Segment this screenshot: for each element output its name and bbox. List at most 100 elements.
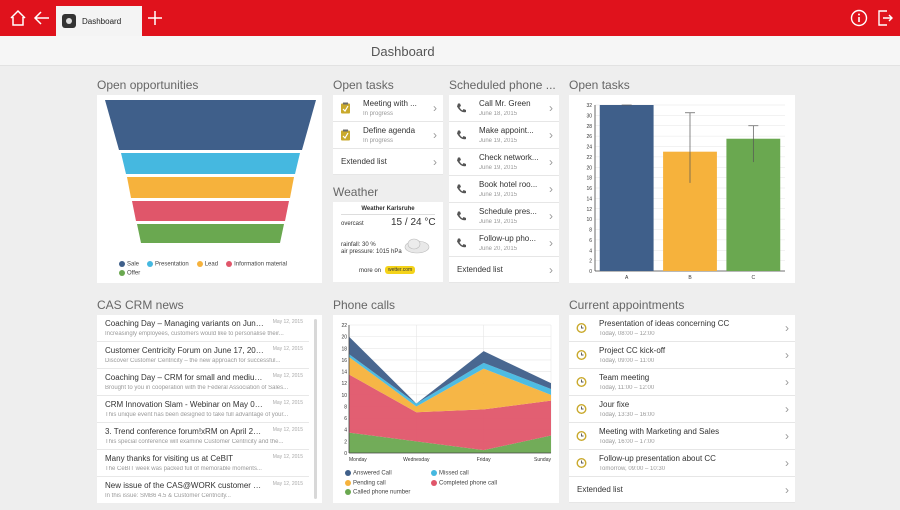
chevron-right-icon: › xyxy=(433,154,437,169)
scheduled-call-item[interactable]: Check network... June 19, 2015 › xyxy=(449,149,559,176)
appointment-title: Team meeting xyxy=(599,373,650,382)
news-scrollbar[interactable] xyxy=(314,319,317,499)
section-phone-calls: Phone calls xyxy=(333,298,396,312)
appointment-time: Today, 11:00 – 12:00 xyxy=(599,385,655,391)
y-tick-label: 30 xyxy=(586,113,592,119)
area-series-pending-call xyxy=(349,357,551,413)
scheduled-call-item[interactable]: Follow-up pho... June 20, 2015 › xyxy=(449,230,559,257)
news-date: May 12, 2015 xyxy=(272,319,303,325)
funnel-chart[interactable] xyxy=(97,95,322,255)
appointment-item[interactable]: Team meeting Today, 11:00 – 12:00 › xyxy=(569,369,795,396)
x-tick-label: A xyxy=(625,275,629,281)
y-tick-label: 16 xyxy=(586,186,592,192)
phone-calls-area-chart[interactable]: 0 2 4 6 8 10 12 14 16 18 20 22 Monday Wednesday Friday… xyxy=(333,315,559,467)
add-tab-icon[interactable] xyxy=(144,0,166,36)
call-title: Follow-up pho... xyxy=(479,234,536,243)
y-tick-label: 10 xyxy=(586,217,592,223)
news-date: May 12, 2015 xyxy=(272,454,303,460)
weather-source-link[interactable]: wetter.com xyxy=(385,266,416,274)
tasks-extended-list[interactable]: Extended list › xyxy=(333,149,443,175)
call-date: June 19, 2015 xyxy=(479,138,518,144)
x-tick-label: Friday xyxy=(477,457,491,463)
news-item[interactable]: 3. Trend conference forum!xRM on April 2… xyxy=(97,423,309,450)
appointments-extended-list[interactable]: Extended list › xyxy=(569,477,795,503)
appointment-item[interactable]: Meeting with Marketing and Sales Today, … xyxy=(569,423,795,450)
y-tick-label: 20 xyxy=(341,335,347,341)
y-tick-label: 32 xyxy=(586,103,592,109)
logout-icon[interactable] xyxy=(874,0,896,36)
appointment-item[interactable]: Project CC kick-off Today, 09:00 – 11:00… xyxy=(569,342,795,369)
legend-item: Answered Call xyxy=(345,470,421,477)
section-opportunities: Open opportunities xyxy=(97,78,199,92)
appointment-item[interactable]: Jour fixe Today, 13:30 – 16:00 › xyxy=(569,396,795,423)
appointment-item[interactable]: Presentation of ideas concerning CC Toda… xyxy=(569,315,795,342)
phone-icon xyxy=(457,238,466,248)
funnel-segment-sale xyxy=(105,100,316,150)
appointment-title: Presentation of ideas concerning CC xyxy=(599,319,730,328)
scheduled-extended-list[interactable]: Extended list › xyxy=(449,257,559,283)
weather-title: Weather Karlsruhe xyxy=(361,206,415,212)
cloud-icon xyxy=(404,238,430,254)
section-appointments: Current appointments xyxy=(569,298,685,312)
y-tick-label: 24 xyxy=(586,145,592,151)
task-status: In progress xyxy=(363,138,394,144)
news-item[interactable]: Coaching Day – Managing variants on June… xyxy=(97,315,309,342)
task-title: Meeting with ... xyxy=(363,99,417,108)
clock-icon xyxy=(576,404,587,414)
scheduled-call-item[interactable]: Schedule pres... June 19, 2015 › xyxy=(449,203,559,230)
task-item[interactable]: Meeting with ... In progress › xyxy=(333,95,443,122)
task-item[interactable]: Define agenda In progress › xyxy=(333,122,443,149)
task-status: In progress xyxy=(363,111,394,117)
page-title: Dashboard xyxy=(371,44,435,59)
chevron-right-icon: › xyxy=(785,429,789,443)
news-item[interactable]: Many thanks for visiting us at CeBIT May… xyxy=(97,450,309,477)
back-arrow-icon[interactable] xyxy=(30,0,54,36)
weather-widget[interactable]: Weather Karlsruhe overcast 15 / 24 °C ra… xyxy=(333,202,443,282)
y-tick-label: 8 xyxy=(344,404,347,410)
legend-item: Completed phone call xyxy=(431,479,531,486)
news-panel: Coaching Day – Managing variants on June… xyxy=(97,315,322,503)
extended-list-label: Extended list xyxy=(457,265,503,274)
funnel-legend: Sale Presentation Lead Information mater… xyxy=(119,261,309,276)
news-item[interactable]: Customer Centricity Forum on June 17, 20… xyxy=(97,342,309,369)
news-date: May 12, 2015 xyxy=(272,400,303,406)
news-snippet: Increasingly employees, customers would … xyxy=(105,331,284,337)
phone-calls-panel: 0 2 4 6 8 10 12 14 16 18 20 22 Monday Wednesday Friday… xyxy=(333,315,559,503)
news-date: May 12, 2015 xyxy=(272,373,303,379)
weather-temperature: 15 / 24 °C xyxy=(391,217,436,228)
open-tasks-chart-panel: 0 2 4 6 8 10 12 14 16 18 20 22 24 26 28 30 32 A B C xyxy=(569,95,795,283)
scheduled-call-item[interactable]: Book hotel roo... June 19, 2015 › xyxy=(449,176,559,203)
news-snippet: The CeBIT week was packed full of memora… xyxy=(105,466,262,472)
weather-pressure: air pressure: 1015 hPa xyxy=(341,249,402,255)
news-title: Coaching Day – Managing variants on June… xyxy=(105,319,265,328)
news-snippet: In this issue: SMB6 4.5 & Customer Centr… xyxy=(105,493,231,499)
appointment-time: Today, 08:00 – 12:00 xyxy=(599,331,655,337)
appointment-time: Today, 09:00 – 11:00 xyxy=(599,358,655,364)
appointment-item[interactable]: Follow-up presentation about CC Tomorrow… xyxy=(569,450,795,477)
scheduled-call-item[interactable]: Make appoint... June 19, 2015 › xyxy=(449,122,559,149)
appointment-title: Jour fixe xyxy=(599,400,630,409)
news-item[interactable]: CRM Innovation Slam - Webinar on May 06,… xyxy=(97,396,309,423)
scheduled-call-item[interactable]: Call Mr. Green June 18, 2015 › xyxy=(449,95,559,122)
info-icon[interactable] xyxy=(848,0,870,36)
phone-icon xyxy=(457,103,466,113)
title-bar xyxy=(0,36,900,66)
call-title: Schedule pres... xyxy=(479,207,537,216)
phone-icon xyxy=(457,211,466,221)
legend-item: Offer xyxy=(119,269,140,276)
y-tick-label: 2 xyxy=(589,259,592,265)
news-snippet: Brought to you in cooperation with the F… xyxy=(105,385,289,391)
news-snippet: Discover Customer Centricity – the new a… xyxy=(105,358,281,364)
y-tick-label: 12 xyxy=(341,381,347,387)
y-tick-label: 18 xyxy=(341,346,347,352)
call-title: Make appoint... xyxy=(479,126,534,135)
chevron-right-icon: › xyxy=(785,375,789,389)
chevron-right-icon: › xyxy=(785,321,789,335)
news-item[interactable]: New issue of the CAS@WORK customer magaz… xyxy=(97,477,309,503)
home-icon[interactable] xyxy=(6,0,30,36)
tab-dashboard[interactable]: Dashboard xyxy=(56,6,142,36)
legend-item: Information material xyxy=(226,261,287,268)
news-item[interactable]: Coaching Day – CRM for small and medium-… xyxy=(97,369,309,396)
y-tick-label: 4 xyxy=(589,248,592,254)
